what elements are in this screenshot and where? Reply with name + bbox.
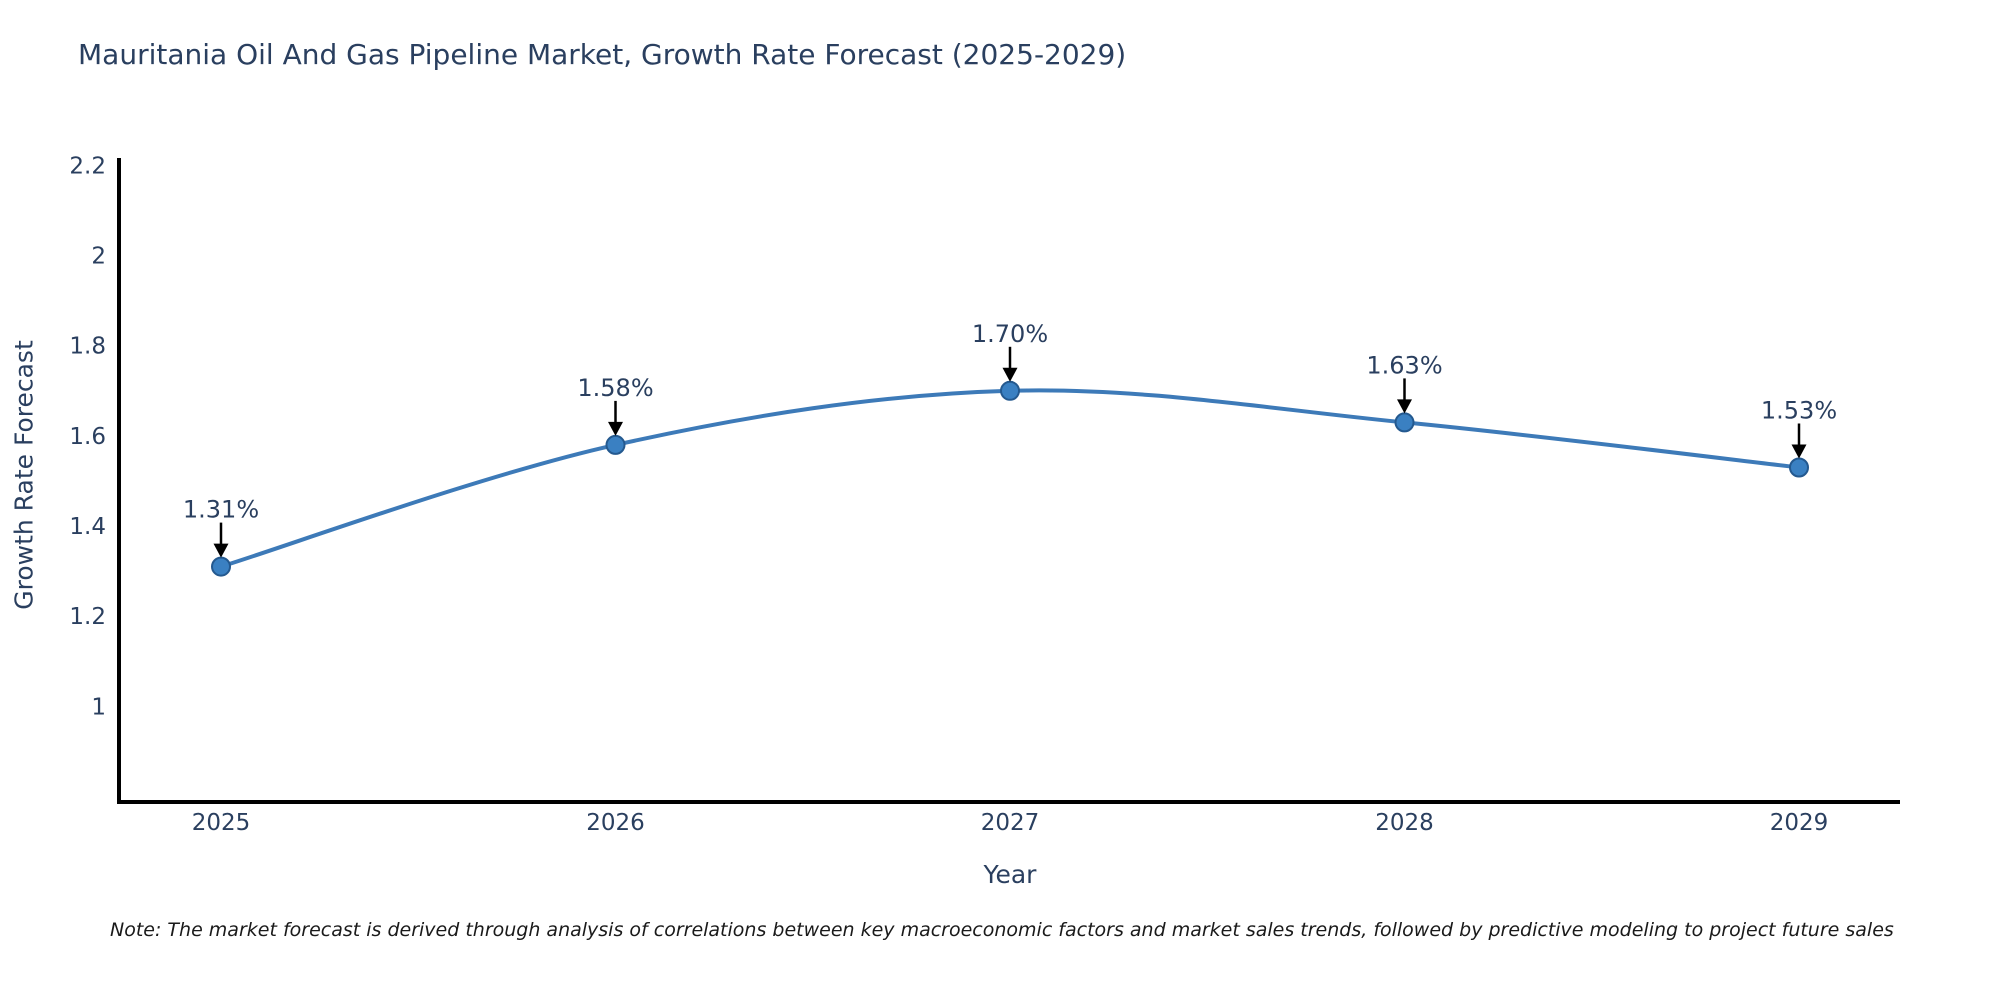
series-line — [219, 388, 1801, 569]
annotation-arrow-head — [213, 543, 229, 558]
y-tick-label: 1.2 — [69, 604, 106, 630]
x-tick-label: 2026 — [586, 810, 645, 836]
x-axis-title: Year — [983, 860, 1037, 889]
data-point-marker — [1000, 380, 1020, 401]
annotation-arrow-head — [1002, 367, 1018, 382]
y-tick-label: 1.8 — [69, 334, 106, 360]
chart-title: Mauritania Oil And Gas Pipeline Market, … — [78, 38, 1127, 71]
x-tick-label: 2028 — [1375, 810, 1434, 836]
data-point-marker — [605, 434, 626, 455]
axis-lines — [117, 158, 1900, 804]
footnote: Note: The market forecast is derived thr… — [110, 919, 1894, 941]
point-value-label: 1.31% — [183, 496, 259, 524]
annotation-arrow-head — [1791, 444, 1807, 459]
y-tick-label: 1.6 — [69, 424, 106, 450]
point-value-label: 1.70% — [972, 320, 1048, 348]
point-value-label: 1.53% — [1761, 397, 1837, 425]
data-point-marker — [211, 556, 231, 577]
data-point-marker — [1394, 412, 1415, 433]
x-tick-label: 2025 — [192, 810, 251, 836]
point-value-label: 1.58% — [577, 374, 653, 402]
y-tick-label: 1.4 — [69, 514, 106, 540]
point-value-label: 1.63% — [1366, 351, 1442, 379]
x-tick-label: 2029 — [1770, 810, 1829, 836]
annotation-arrow-head — [1397, 399, 1412, 414]
annotation-arrow-head — [608, 421, 623, 436]
y-tick-label: 2.2 — [69, 153, 106, 179]
data-point-marker — [1789, 457, 1809, 478]
y-tick-label: 2 — [91, 244, 106, 270]
x-tick-label: 2027 — [981, 810, 1040, 836]
y-tick-label: 1 — [91, 694, 106, 720]
